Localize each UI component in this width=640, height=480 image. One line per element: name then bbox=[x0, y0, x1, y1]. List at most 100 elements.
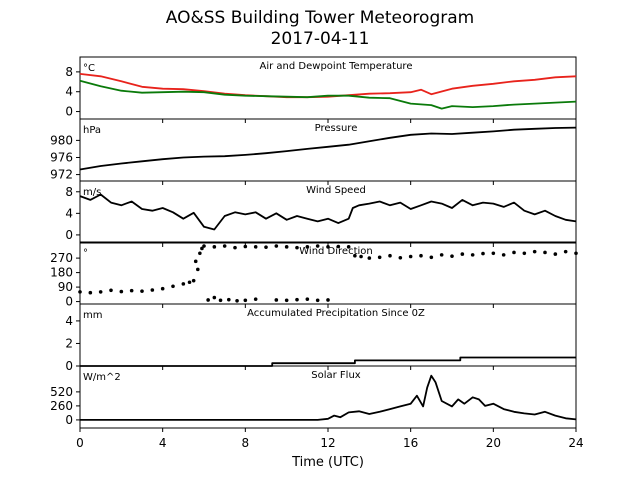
y-tick-label: 972 bbox=[50, 168, 73, 182]
data-point bbox=[196, 267, 200, 272]
data-point bbox=[233, 245, 237, 250]
data-point bbox=[274, 298, 279, 302]
x-axis-label: Time (UTC) bbox=[291, 455, 364, 470]
data-point bbox=[243, 298, 248, 303]
data-point bbox=[346, 245, 351, 249]
data-point bbox=[388, 253, 392, 258]
x-tick-label: 24 bbox=[568, 436, 583, 450]
x-tick-label: 12 bbox=[320, 436, 335, 450]
data-point bbox=[512, 250, 516, 255]
x-tick-label: 16 bbox=[403, 436, 418, 450]
panel-title: Solar Flux bbox=[311, 370, 361, 381]
data-point bbox=[315, 298, 320, 303]
data-point bbox=[212, 295, 217, 300]
y-tick-label: 976 bbox=[50, 150, 73, 164]
data-point bbox=[181, 282, 186, 286]
data-point bbox=[450, 254, 454, 258]
data-point bbox=[274, 244, 279, 248]
y-tick-label: 0 bbox=[65, 228, 73, 242]
data-point bbox=[222, 244, 227, 248]
y-tick-label: 2 bbox=[65, 336, 73, 350]
data-point bbox=[305, 245, 310, 249]
data-point bbox=[367, 256, 372, 260]
series-line-2 bbox=[79, 79, 577, 110]
data-point bbox=[206, 298, 210, 302]
data-point bbox=[109, 288, 113, 293]
data-point bbox=[305, 297, 310, 301]
data-point bbox=[200, 246, 204, 251]
panel-3: 0 4 8 Wind Speed m/s bbox=[65, 180, 577, 247]
data-point bbox=[336, 244, 341, 249]
data-point bbox=[460, 252, 465, 256]
data-point bbox=[522, 251, 527, 256]
series-line-1 bbox=[79, 126, 577, 171]
data-point bbox=[439, 253, 444, 257]
x-tick-label: 20 bbox=[486, 436, 501, 450]
data-point bbox=[160, 286, 165, 291]
y-tick-label: 8 bbox=[65, 185, 73, 199]
data-point bbox=[574, 251, 578, 256]
x-tick-label: 4 bbox=[159, 436, 167, 450]
data-point bbox=[398, 255, 403, 260]
unit-label: °C bbox=[83, 63, 95, 74]
data-point bbox=[491, 251, 496, 256]
data-point bbox=[119, 289, 124, 294]
data-point bbox=[202, 244, 206, 248]
y-tick-label: 520 bbox=[50, 385, 73, 399]
panel-title: Accumulated Precipitation Since 0Z bbox=[247, 308, 425, 319]
figure-title-line2: 2017-04-11 bbox=[270, 29, 370, 49]
series-line-1 bbox=[80, 374, 577, 421]
data-point bbox=[532, 249, 537, 254]
data-point bbox=[481, 251, 485, 256]
figure-title-line1: AO&SS Building Tower Meteorogram bbox=[165, 8, 475, 28]
data-point bbox=[359, 254, 363, 259]
data-point bbox=[198, 251, 202, 256]
data-point bbox=[227, 297, 231, 302]
data-point bbox=[150, 288, 155, 292]
data-point bbox=[253, 297, 258, 301]
y-tick-label: 4 bbox=[65, 85, 73, 99]
data-point bbox=[191, 278, 196, 283]
y-tick-label: 8 bbox=[65, 65, 73, 79]
y-tick-label: 980 bbox=[50, 133, 73, 147]
y-tick-label: 0 bbox=[65, 413, 73, 427]
panel-1: 0 4 8 Air and Dewpoint Temperature °C bbox=[65, 56, 577, 123]
data-point bbox=[353, 253, 357, 258]
data-point bbox=[501, 253, 506, 257]
data-point bbox=[429, 255, 434, 260]
unit-label: m/s bbox=[83, 187, 101, 198]
series-line-1 bbox=[80, 356, 576, 367]
y-tick-label: 0 bbox=[65, 295, 73, 309]
data-point bbox=[326, 298, 330, 302]
y-tick-label: 0 bbox=[65, 359, 73, 373]
y-tick-label: 270 bbox=[50, 251, 73, 265]
data-point bbox=[171, 284, 175, 289]
y-tick-label: 0 bbox=[65, 105, 73, 119]
data-point bbox=[129, 288, 134, 293]
panel-2: 972 976 980 Pressure hPa bbox=[50, 118, 577, 185]
series-line-1 bbox=[79, 193, 577, 231]
data-point bbox=[326, 245, 330, 249]
data-point bbox=[470, 253, 475, 257]
data-point bbox=[193, 259, 198, 264]
data-point bbox=[315, 244, 320, 248]
data-point bbox=[284, 298, 289, 303]
panel-5: 0 2 4 Accumulated Precipitation Since 0Z mm bbox=[65, 303, 577, 373]
y-tick-label: 4 bbox=[65, 206, 73, 220]
data-point bbox=[235, 298, 239, 303]
data-point bbox=[98, 290, 103, 294]
figure-title: AO&SS Building Tower Meteorogram 2017-04-… bbox=[0, 8, 640, 50]
data-point bbox=[218, 298, 223, 303]
data-point bbox=[264, 245, 268, 249]
y-tick-label: 260 bbox=[50, 399, 73, 413]
unit-label: ° bbox=[83, 248, 88, 259]
data-point bbox=[253, 245, 258, 249]
data-point bbox=[212, 245, 217, 249]
data-point bbox=[408, 254, 413, 259]
data-point bbox=[563, 249, 568, 254]
data-point bbox=[553, 252, 558, 256]
panel-title: Wind Speed bbox=[306, 185, 366, 196]
